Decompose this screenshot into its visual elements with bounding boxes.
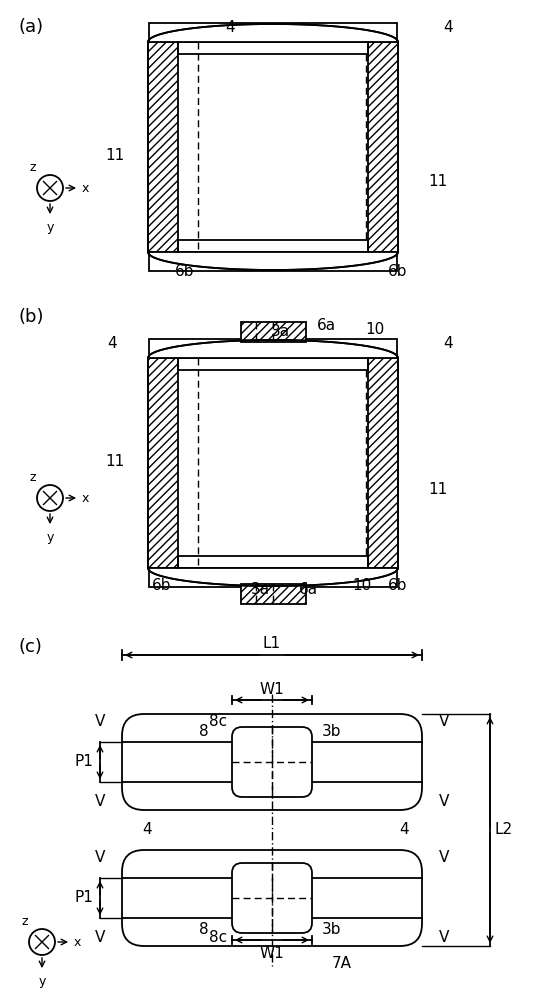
Text: 4: 4 <box>443 336 453 352</box>
Text: 6b: 6b <box>388 578 408 592</box>
Text: V: V <box>95 850 105 865</box>
Text: L1: L1 <box>263 636 281 650</box>
FancyBboxPatch shape <box>232 727 312 797</box>
Text: 4: 4 <box>443 20 453 35</box>
Bar <box>148 42 398 252</box>
Text: V: V <box>439 794 449 810</box>
Text: V: V <box>95 794 105 810</box>
Text: x: x <box>82 182 89 194</box>
Bar <box>149 23 397 42</box>
Text: W1: W1 <box>259 682 284 696</box>
Text: P1: P1 <box>75 890 93 906</box>
Text: L2: L2 <box>495 822 513 838</box>
Bar <box>149 568 397 587</box>
Text: 4: 4 <box>225 20 235 35</box>
Text: 8c: 8c <box>209 930 227 946</box>
Text: 6a: 6a <box>317 318 336 334</box>
Bar <box>368 358 398 568</box>
Text: y: y <box>46 531 54 544</box>
Bar <box>148 358 398 568</box>
Bar <box>368 42 398 252</box>
Text: 3a: 3a <box>270 324 289 340</box>
Text: 6a: 6a <box>299 582 318 597</box>
Text: 8: 8 <box>199 724 209 740</box>
Bar <box>149 339 397 358</box>
Text: 3b: 3b <box>322 922 342 938</box>
Text: x: x <box>74 936 81 948</box>
Text: z: z <box>21 915 28 928</box>
Text: 4: 4 <box>142 822 152 838</box>
Text: 6b: 6b <box>175 264 195 279</box>
Text: (b): (b) <box>18 308 44 326</box>
Text: 6b: 6b <box>152 578 172 592</box>
Text: V: V <box>439 714 449 730</box>
Text: (c): (c) <box>18 638 42 656</box>
Text: V: V <box>95 930 105 946</box>
Bar <box>241 322 306 342</box>
Bar <box>241 584 306 604</box>
Text: W1: W1 <box>259 946 284 960</box>
Text: y: y <box>38 975 46 988</box>
Text: 10: 10 <box>365 322 385 338</box>
Text: P1: P1 <box>75 754 93 770</box>
Text: z: z <box>29 161 36 174</box>
FancyBboxPatch shape <box>122 850 422 946</box>
Text: 11: 11 <box>105 147 125 162</box>
Text: 6b: 6b <box>388 264 408 279</box>
Text: 8: 8 <box>199 922 209 938</box>
Bar <box>148 358 178 568</box>
Text: 3a: 3a <box>251 582 270 597</box>
Text: z: z <box>29 471 36 484</box>
Text: x: x <box>82 491 89 504</box>
Bar <box>149 252 397 271</box>
Text: 10: 10 <box>353 578 372 592</box>
FancyBboxPatch shape <box>122 714 422 810</box>
Text: 11: 11 <box>105 454 125 470</box>
Text: 4: 4 <box>107 336 117 352</box>
Text: V: V <box>439 930 449 946</box>
Text: V: V <box>95 714 105 730</box>
Text: y: y <box>46 221 54 234</box>
Text: (a): (a) <box>18 18 43 36</box>
FancyBboxPatch shape <box>232 863 312 933</box>
Text: 3b: 3b <box>322 724 342 740</box>
Text: V: V <box>439 850 449 865</box>
Text: 7A: 7A <box>332 956 352 972</box>
Text: 4: 4 <box>399 822 409 838</box>
Text: 11: 11 <box>428 174 447 190</box>
Text: 8c: 8c <box>209 714 227 730</box>
Text: 11: 11 <box>428 483 447 497</box>
Bar <box>148 42 178 252</box>
